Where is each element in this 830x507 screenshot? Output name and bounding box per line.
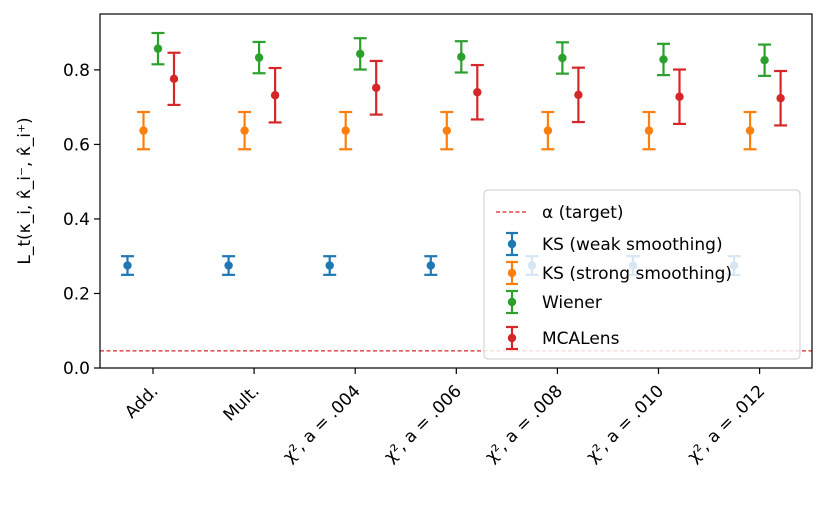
errorbar-2-6 [758,43,772,77]
errorbar-2-2 [353,37,367,71]
errorbar-3-5 [673,68,686,126]
data-point [139,126,148,135]
errorbar-1-3 [440,110,454,151]
x-tick-label: χ², a = .006 [380,381,465,466]
errorbar-0-2 [323,255,337,276]
errorbar-3-3 [470,63,484,121]
legend: α (target) KS (weak smoothing) KS (strong … [483,189,801,360]
data-point [341,126,350,135]
errorbar-1-4 [541,110,555,151]
errorbar-3-1 [268,66,282,124]
x-tick-label: χ², a = .012 [684,381,769,466]
errorbar-1-0 [137,110,150,151]
data-point [659,55,668,64]
data-point [776,94,785,103]
y-tick-label: 0.4 [63,210,90,230]
data-point [473,88,482,97]
legend-label: KS (weak smoothing) [542,235,723,255]
legend-label: MCALens [542,329,620,349]
errorbar-2-3 [454,40,468,74]
x-tick-label: Add. [121,381,162,422]
errorbar-1-1 [238,110,252,151]
errorbar-2-5 [657,42,670,77]
legend-swatch-point [507,333,517,343]
data-point [543,126,553,135]
data-point [644,126,654,135]
data-point [356,49,365,59]
data-point [123,261,132,270]
x-tick-label: Mult. [220,381,264,425]
legend-label: Wiener [542,293,602,313]
errorbar-0-3 [424,255,438,276]
data-point [270,91,280,100]
errorbar-1-5 [642,110,656,151]
y-tick-label: 0.0 [63,359,90,379]
data-point [760,56,769,65]
legend-target-label: α (target) [542,203,624,223]
x-tick-label: χ², a = .010 [583,381,668,466]
data-point [745,126,755,135]
errorbar-3-6 [774,69,788,127]
errorbar-1-6 [743,110,757,151]
legend-swatch-2 [506,289,518,315]
data-point [574,90,583,100]
x-tick-label: χ², a = .004 [279,381,364,466]
legend-swatch-1 [506,260,518,286]
data-point [240,126,249,135]
data-point [254,53,264,62]
errorbar-3-0 [167,51,181,107]
data-point [426,261,435,270]
data-point [442,126,451,135]
data-point [224,261,233,270]
data-point [325,261,334,270]
legend-swatch-point [507,268,517,278]
legend-swatch-3 [506,325,518,351]
legend-swatch-point [507,297,517,307]
y-axis-label: L_t(κ_i, κ̂_i⁻, κ̂_i⁺) [15,117,35,264]
data-point [153,44,163,53]
legend-box [483,189,801,360]
errorbar-2-4 [555,41,569,75]
data-point [372,83,381,92]
errorbar-2-0 [151,31,165,66]
data-point [457,52,466,62]
y-tick-label: 0.8 [63,61,90,81]
errorbar-3-2 [369,59,383,116]
data-point [558,53,567,63]
y-tick-label: 0.6 [63,135,90,155]
errorbar-1-2 [339,110,353,151]
legend-label: KS (strong smoothing) [542,264,732,284]
data-point [169,74,179,84]
x-tick-label: χ², a = .008 [482,381,567,466]
errorbar-0-1 [222,255,236,276]
legend-swatch-point [507,239,517,249]
y-tick-label: 0.2 [63,284,90,304]
legend-swatch-0 [506,231,518,257]
data-point [675,92,684,101]
errorbar-3-4 [571,66,585,124]
errorbar-2-1 [252,40,266,75]
errorbar-0-0 [121,255,134,276]
